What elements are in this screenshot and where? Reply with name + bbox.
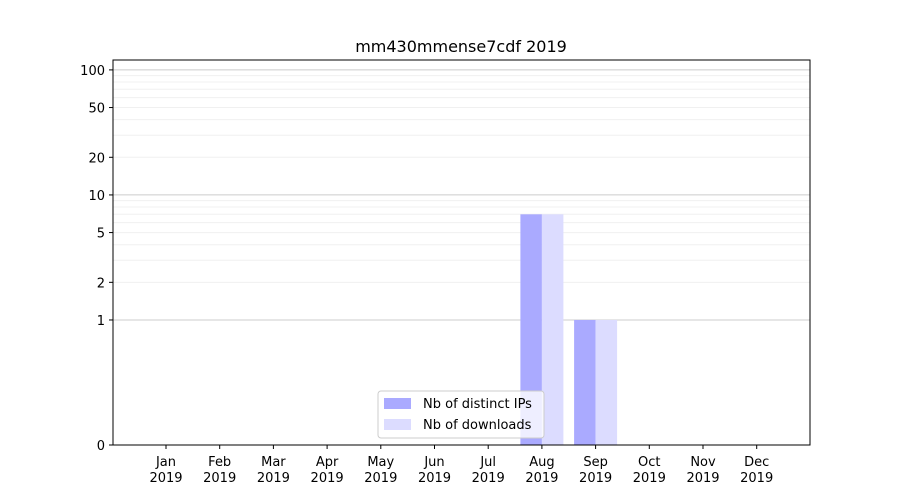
x-tick-label-month: Jun: [423, 455, 444, 470]
x-tick-label-month: Sep: [583, 455, 608, 470]
grid-lines: [113, 69, 810, 321]
x-tick-label-year: 2019: [579, 471, 612, 486]
x-tick-label-year: 2019: [149, 471, 182, 486]
plot-frame: [112, 59, 811, 446]
bars: [520, 214, 618, 445]
y-tick-label: 50: [88, 102, 105, 117]
x-tick-label-year: 2019: [203, 471, 236, 486]
x-tick-label-year: 2019: [418, 471, 451, 486]
y-tick-label: 20: [88, 151, 105, 166]
x-tick-label-month: Feb: [208, 455, 231, 470]
y-tick-label: 10: [88, 189, 105, 204]
x-tick-label-month: Nov: [690, 455, 716, 470]
x-tick-label-year: 2019: [472, 471, 505, 486]
legend: Nb of distinct IPs Nb of downloads: [377, 390, 545, 439]
legend-swatch-downloads: [384, 419, 411, 430]
y-axis: 0 1 2 5 10 20 50 100: [80, 64, 113, 454]
y-tick-label: 5: [97, 227, 105, 242]
legend-box: [377, 390, 545, 439]
x-tick-label-month: Apr: [316, 455, 339, 470]
x-tick-label-month: Oct: [638, 455, 660, 470]
x-tick-label-year: 2019: [257, 471, 290, 486]
x-tick-label-year: 2019: [311, 471, 344, 486]
y-tick-label: 2: [97, 276, 105, 291]
x-tick-label-year: 2019: [364, 471, 397, 486]
x-tick-label-year: 2019: [740, 471, 773, 486]
x-tick-label-year: 2019: [633, 471, 666, 486]
bar-distinct-ips: [520, 214, 542, 445]
y-tick-label: 100: [80, 64, 105, 79]
bar-distinct-ips: [574, 319, 596, 445]
y-tick-label: 1: [97, 314, 105, 329]
y-tick-label: 0: [97, 439, 105, 454]
x-tick-label-month: Jan: [155, 455, 176, 470]
x-tick-label-month: Dec: [744, 455, 769, 470]
legend-label-distinct-ips: Nb of distinct IPs: [423, 397, 532, 412]
chart-title: mm430mmense7cdf 2019: [355, 37, 567, 56]
bar-downloads: [595, 319, 618, 445]
x-tick-label-month: Mar: [261, 455, 286, 470]
x-axis: Jan2019Feb2019Mar2019Apr2019May2019Jun20…: [149, 445, 773, 486]
bar-downloads: [541, 214, 564, 445]
x-tick-label-month: May: [367, 455, 394, 470]
legend-label-downloads: Nb of downloads: [423, 418, 532, 433]
x-tick-label-year: 2019: [525, 471, 558, 486]
x-tick-label-month: Aug: [529, 455, 554, 470]
x-tick-label-month: Jul: [479, 455, 496, 470]
x-tick-label-year: 2019: [686, 471, 719, 486]
legend-swatch-distinct-ips: [384, 398, 411, 409]
